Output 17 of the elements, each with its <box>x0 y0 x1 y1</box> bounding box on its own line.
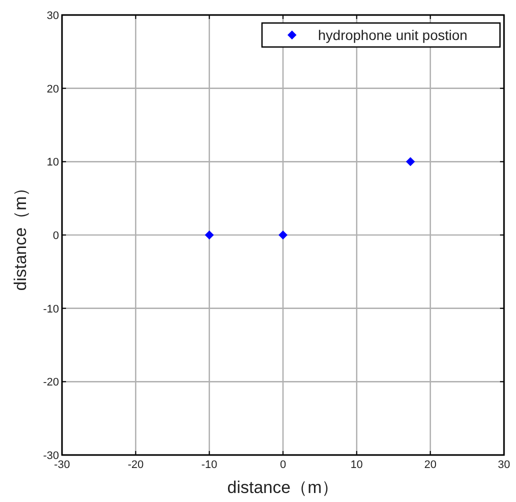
y-tick-label: -10 <box>43 303 59 316</box>
x-tick-label: 20 <box>424 459 436 471</box>
legend-label: hydrophone unit postion <box>318 27 468 43</box>
y-tick-label: 0 <box>52 230 59 242</box>
y-tick-label: -20 <box>43 376 59 389</box>
y-tick-label: 20 <box>46 83 59 96</box>
x-axis-title: distance（m） <box>227 478 339 497</box>
x-tick-label: 30 <box>498 459 510 471</box>
x-tick-label: 0 <box>280 459 286 471</box>
x-tick-label: -10 <box>201 459 218 471</box>
y-axis-title: distance（m） <box>11 179 30 291</box>
x-tick-label: -30 <box>54 459 70 471</box>
x-tick-label: 10 <box>350 459 363 471</box>
y-tick-label: 10 <box>46 156 59 169</box>
y-tick-label: 30 <box>46 10 59 22</box>
y-tick-label: -30 <box>43 450 59 462</box>
x-tick-label: -20 <box>128 459 144 471</box>
